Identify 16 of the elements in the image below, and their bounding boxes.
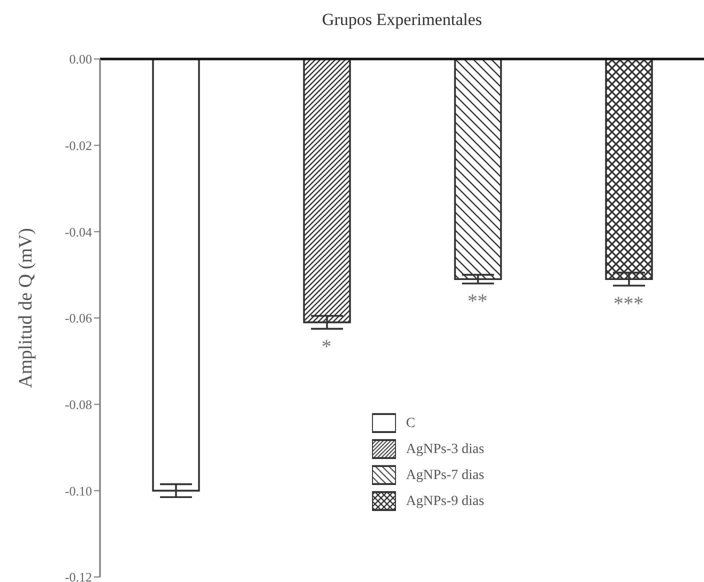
- legend-label: AgNPs-7 dias: [406, 468, 484, 483]
- annotation: ***: [614, 292, 644, 315]
- annotation: *: [322, 336, 332, 358]
- y-tick-label: 0.00: [69, 52, 92, 67]
- y-tick-label: -0.06: [64, 310, 92, 326]
- y-tick-label: -0.08: [64, 396, 92, 412]
- annotation: **: [468, 290, 488, 313]
- legend-label: AgNPs-3 dias: [406, 442, 484, 457]
- x-axis-title: Grupos Experimentales: [322, 10, 482, 30]
- y-axis-title: Amplitud de Q (mV): [16, 228, 37, 388]
- legend-label: C: [406, 416, 416, 431]
- legend-label: AgNPs-9 dias: [406, 494, 484, 509]
- y-tick-label: -0.12: [64, 570, 92, 582]
- y-tick-label: -0.04: [64, 224, 92, 240]
- y-tick-label: -0.10: [64, 483, 92, 498]
- y-tick-label: -0.02: [64, 138, 92, 153]
